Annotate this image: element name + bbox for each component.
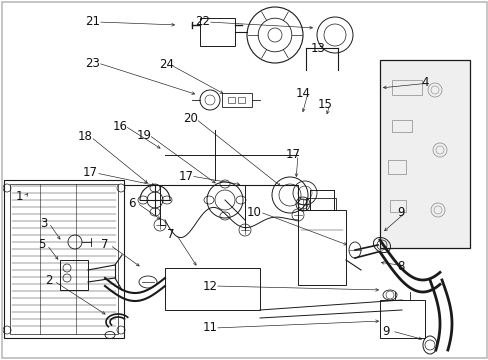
Bar [60, 260, 88, 290]
Text: 20: 20 [183, 112, 198, 125]
Text: 24: 24 [159, 58, 173, 71]
Text: 9: 9 [396, 206, 404, 219]
Text: 17: 17 [83, 166, 98, 179]
Text: 16: 16 [112, 120, 127, 132]
Text: 17: 17 [285, 148, 300, 161]
Text: 22: 22 [195, 15, 210, 28]
Text: 10: 10 [246, 206, 261, 219]
Text: 8: 8 [396, 260, 404, 273]
Bar [164, 268, 260, 310]
Text: 18: 18 [78, 130, 93, 143]
Text: 17: 17 [178, 170, 193, 183]
Bar [200, 18, 235, 46]
Text: 1: 1 [16, 190, 23, 203]
Text: 19: 19 [137, 129, 151, 141]
Bar [238, 97, 244, 103]
Bar [391, 80, 421, 95]
Bar [379, 60, 469, 248]
Bar [4, 180, 124, 338]
Text: 4: 4 [421, 76, 428, 89]
Text: 23: 23 [85, 57, 100, 69]
Text: 11: 11 [203, 321, 217, 334]
Bar [222, 93, 251, 107]
Text: 9: 9 [382, 325, 389, 338]
Text: 12: 12 [203, 280, 217, 293]
Text: 13: 13 [310, 42, 325, 55]
Bar [379, 300, 424, 338]
Bar [387, 160, 405, 174]
Text: 6: 6 [128, 197, 136, 210]
Text: 14: 14 [295, 87, 310, 100]
Text: 7: 7 [167, 228, 175, 240]
Text: 21: 21 [85, 15, 100, 28]
Bar [227, 97, 235, 103]
Bar [297, 210, 346, 285]
Text: 7: 7 [101, 238, 109, 251]
Bar [305, 198, 335, 210]
Bar [389, 200, 405, 212]
Text: 3: 3 [40, 217, 48, 230]
Text: 2: 2 [45, 274, 53, 287]
Text: 15: 15 [317, 98, 332, 111]
Text: 5: 5 [38, 238, 45, 251]
Bar [391, 120, 411, 132]
Bar [10, 184, 118, 334]
